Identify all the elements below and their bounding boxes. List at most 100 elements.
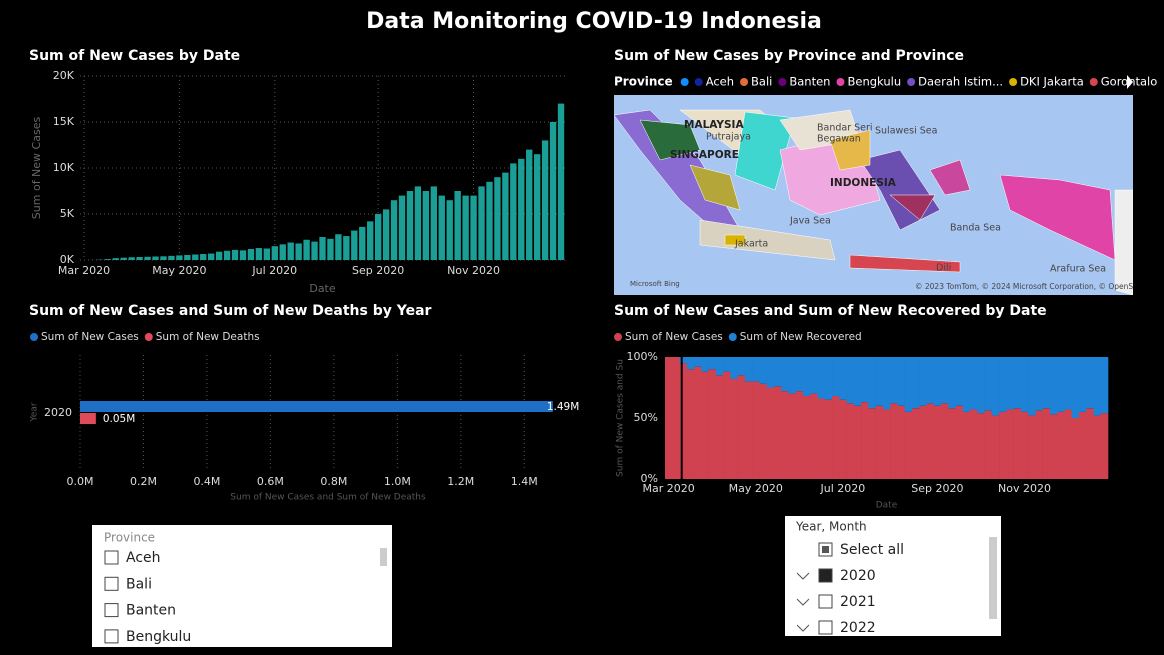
bar-segment <box>766 357 775 388</box>
bar <box>518 158 525 260</box>
map-label: Java Sea <box>789 216 831 227</box>
expand-chevron[interactable] <box>796 572 810 580</box>
bar-segment <box>708 369 717 479</box>
bar <box>215 251 223 260</box>
scrollbar <box>989 537 997 619</box>
chart-title: Sum of New Cases and Sum of New Recovere… <box>614 303 1047 319</box>
slicer-item[interactable]: Banten <box>126 603 176 619</box>
checkbox[interactable] <box>104 629 119 644</box>
bar <box>414 186 422 260</box>
bar <box>152 256 159 260</box>
bar <box>502 172 509 260</box>
slicer-item[interactable]: Bengkulu <box>126 629 191 645</box>
bar <box>160 256 167 260</box>
checkbox[interactable] <box>104 603 119 618</box>
checkbox[interactable] <box>104 550 119 565</box>
bar <box>80 401 553 412</box>
bar-segment <box>1020 411 1029 479</box>
bar-segment <box>948 357 956 409</box>
checkbox-partial <box>822 546 829 553</box>
bar-segment <box>723 357 731 372</box>
bar <box>351 230 358 260</box>
bar-segment <box>1049 357 1058 415</box>
bar-segment <box>839 399 847 479</box>
legend-title: Province <box>614 75 673 89</box>
bar-segment <box>737 375 746 479</box>
bar-segment <box>730 378 738 479</box>
bar-segment <box>817 398 826 479</box>
bar-segment <box>788 393 797 479</box>
map-label: MALAYSIA <box>684 119 744 131</box>
bar-segment <box>1057 411 1065 479</box>
y-axis-title: Year <box>30 402 40 422</box>
legend-label: Bengkulu <box>847 75 901 89</box>
x-tick-label: 1.2M <box>447 475 474 488</box>
y-tick-label: 20K <box>53 69 75 82</box>
bar <box>112 258 119 260</box>
bar-segment <box>1049 414 1058 479</box>
bar <box>223 250 231 260</box>
page-title: Data Monitoring COVID-19 Indonesia <box>366 9 822 34</box>
y-tick-label: 100% <box>627 350 658 363</box>
y-tick-label: 0K <box>60 253 75 266</box>
bar-segment <box>723 371 731 479</box>
checkbox[interactable] <box>818 568 833 583</box>
bar-segment <box>802 357 811 397</box>
map-region <box>724 234 746 246</box>
bar-segment <box>861 357 869 403</box>
slicer-item[interactable]: 2022 <box>840 620 876 636</box>
legend-label: Sum of New Deaths <box>156 331 260 343</box>
bar <box>263 248 271 260</box>
legend-marker <box>680 78 689 86</box>
expand-chevron[interactable] <box>796 598 810 606</box>
bar-segment <box>846 357 855 404</box>
bar-segment <box>1078 357 1087 412</box>
checkbox[interactable] <box>818 620 833 635</box>
bar <box>176 255 183 260</box>
bar-segment <box>1006 357 1014 410</box>
province-slicer: Province Aceh Bali Banten Bengkulu <box>92 525 392 647</box>
bar-segment <box>933 357 942 406</box>
slicer-item[interactable]: Bali <box>126 576 152 592</box>
chart-title: Sum of New Cases and Sum of New Deaths b… <box>29 303 432 319</box>
checkbox[interactable] <box>104 576 119 591</box>
scrollbar <box>380 548 387 566</box>
bar-segment <box>1042 408 1051 479</box>
x-tick-label: Nov 2020 <box>447 264 500 277</box>
bar-segment <box>773 357 782 387</box>
expand-chevron[interactable] <box>796 624 810 632</box>
bar-segment <box>781 391 789 479</box>
slicer-item[interactable]: Select all <box>840 542 904 558</box>
x-tick-label: 0.2M <box>130 475 157 488</box>
checkbox[interactable] <box>818 594 833 609</box>
slicer-item[interactable]: 2020 <box>840 568 876 584</box>
bar-segment <box>890 357 898 404</box>
bar-segment <box>1071 357 1080 418</box>
slicer-panel <box>92 525 392 647</box>
map-region <box>849 254 961 273</box>
bar <box>136 256 143 260</box>
bar-segment <box>1100 413 1109 479</box>
bar <box>311 241 318 260</box>
bar-segment <box>926 403 935 479</box>
bar-segment <box>781 357 789 392</box>
bar-segment <box>1086 408 1094 479</box>
map-region <box>639 119 701 161</box>
slicer-panel <box>785 516 1001 636</box>
bar-segment <box>788 357 797 394</box>
map-region <box>699 219 836 261</box>
bar-segment <box>1020 357 1029 412</box>
bar-segment <box>672 357 680 479</box>
slicer-item[interactable]: 2021 <box>840 594 876 610</box>
bar-segment <box>766 387 775 479</box>
bar-segment <box>679 363 688 479</box>
bar-segment <box>810 393 818 479</box>
legend-next-arrow[interactable] <box>1127 75 1133 89</box>
bar <box>367 221 374 260</box>
slicer-item[interactable]: Aceh <box>126 550 161 566</box>
bar-segment <box>730 357 738 379</box>
legend-marker <box>144 333 153 341</box>
bar-segment <box>824 357 833 400</box>
bar-segment <box>795 391 804 479</box>
